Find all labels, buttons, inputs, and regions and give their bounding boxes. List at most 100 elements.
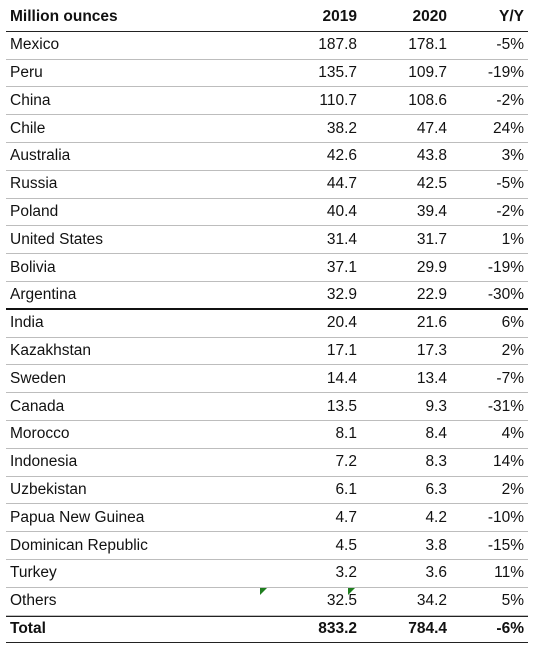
country-cell: Argentina bbox=[10, 285, 77, 303]
yoy-cell: -15% bbox=[487, 536, 524, 554]
yoy-cell: -2% bbox=[496, 91, 524, 109]
country-cell: Kazakhstan bbox=[10, 341, 91, 359]
country-cell: India bbox=[10, 314, 44, 332]
value-2020-cell: 34.2 bbox=[416, 592, 447, 610]
table-row: Indonesia 7.2 8.3 14% bbox=[6, 449, 528, 477]
table-row: Dominican Republic 4.5 3.8 -15% bbox=[6, 532, 528, 560]
country-cell: Mexico bbox=[10, 36, 60, 54]
table-body: Mexico 187.8 178.1 -5% Peru 135.7 109.7 -19% Chi… bbox=[6, 32, 528, 616]
header-2019: 2019 bbox=[322, 8, 357, 26]
header-yoy: Y/Y bbox=[499, 8, 524, 26]
silver-production-table: Million ounces 2019 2020 Y/Y Mexico 187.8… bbox=[6, 4, 528, 644]
country-cell: Uzbekistan bbox=[10, 480, 87, 498]
value-2020-cell: 6.3 bbox=[425, 480, 447, 498]
table-row: Canada 13.5 9.3 -31% bbox=[6, 393, 528, 421]
yoy-cell: -19% bbox=[487, 63, 524, 81]
value-2020-cell: 31.7 bbox=[416, 230, 447, 248]
value-2020-cell: 3.8 bbox=[425, 536, 447, 554]
country-cell: Indonesia bbox=[10, 453, 78, 471]
country-cell: China bbox=[10, 91, 51, 109]
value-2019-cell: 187.8 bbox=[318, 36, 357, 54]
value-2019-cell: 38.2 bbox=[326, 119, 357, 137]
table-row: Bolivia 37.1 29.9 -19% bbox=[6, 254, 528, 282]
value-2019-cell: 6.1 bbox=[335, 480, 357, 498]
value-2019-cell: 17.1 bbox=[326, 341, 357, 359]
country-cell: United States bbox=[10, 230, 104, 248]
header-country: Million ounces bbox=[10, 8, 118, 26]
cell-marker-icon bbox=[260, 587, 267, 595]
total-2020: 784.4 bbox=[408, 620, 447, 638]
value-2019-cell: 20.4 bbox=[326, 314, 357, 332]
country-cell: Dominican Republic bbox=[10, 536, 148, 554]
table-row: Mexico 187.8 178.1 -5% bbox=[6, 32, 528, 60]
country-cell: Bolivia bbox=[10, 258, 56, 276]
value-2019-cell: 4.7 bbox=[335, 508, 357, 526]
table-row: Morocco 8.1 8.4 4% bbox=[6, 421, 528, 449]
country-cell: Canada bbox=[10, 397, 65, 415]
table-row: Sweden 14.4 13.4 -7% bbox=[6, 365, 528, 394]
value-2019-cell: 13.5 bbox=[326, 397, 357, 415]
table-row: Uzbekistan 6.1 6.3 2% bbox=[6, 477, 528, 505]
yoy-cell: 14% bbox=[492, 453, 524, 471]
value-2020-cell: 4.2 bbox=[425, 508, 447, 526]
value-2019-cell: 135.7 bbox=[318, 63, 357, 81]
total-yoy: -6% bbox=[496, 620, 524, 638]
value-2020-cell: 22.9 bbox=[416, 285, 447, 303]
value-2019-cell: 110.7 bbox=[319, 91, 357, 109]
table-row: Chile 38.2 47.4 24% bbox=[6, 115, 528, 143]
country-cell: Russia bbox=[10, 175, 58, 193]
value-2020-cell: 3.6 bbox=[425, 564, 447, 582]
yoy-cell: -7% bbox=[496, 369, 524, 387]
value-2020-cell: 178.1 bbox=[408, 36, 447, 54]
yoy-cell: -19% bbox=[487, 258, 524, 276]
yoy-cell: -31% bbox=[487, 397, 524, 415]
yoy-cell: -30% bbox=[487, 285, 524, 303]
yoy-cell: 2% bbox=[501, 480, 524, 498]
table-row: Russia 44.7 42.5 -5% bbox=[6, 171, 528, 199]
value-2020-cell: 13.4 bbox=[416, 369, 447, 387]
total-label: Total bbox=[10, 620, 46, 638]
value-2019-cell: 31.4 bbox=[326, 230, 357, 248]
header-2020: 2020 bbox=[412, 8, 447, 26]
value-2020-cell: 29.9 bbox=[416, 258, 447, 276]
value-2020-cell: 9.3 bbox=[425, 397, 447, 415]
table-row: India 20.4 21.6 6% bbox=[6, 310, 528, 338]
total-2019: 833.2 bbox=[318, 620, 357, 638]
table-row: Others 32.5 34.2 5% bbox=[6, 587, 528, 616]
value-2019-cell: 3.2 bbox=[335, 564, 357, 582]
yoy-cell: -2% bbox=[496, 202, 524, 220]
value-2020-cell: 109.7 bbox=[408, 63, 447, 81]
value-2020-cell: 42.5 bbox=[416, 175, 447, 193]
yoy-cell: 2% bbox=[501, 341, 524, 359]
yoy-cell: -10% bbox=[487, 508, 524, 526]
value-2020-cell: 17.3 bbox=[416, 341, 447, 359]
value-2019-cell: 40.4 bbox=[326, 202, 357, 220]
country-cell: Others bbox=[10, 592, 57, 610]
country-cell: Australia bbox=[10, 147, 71, 165]
table-row: Turkey 3.2 3.6 11% bbox=[6, 560, 528, 588]
value-2020-cell: 47.4 bbox=[416, 119, 447, 137]
header-row: Million ounces 2019 2020 Y/Y bbox=[6, 4, 528, 32]
value-2019-cell: 4.5 bbox=[335, 536, 357, 554]
country-cell: Morocco bbox=[10, 425, 70, 443]
country-cell: Turkey bbox=[10, 564, 57, 582]
value-2020-cell: 43.8 bbox=[416, 147, 447, 165]
table-row: Australia 42.6 43.8 3% bbox=[6, 143, 528, 171]
value-2020-cell: 8.3 bbox=[425, 453, 447, 471]
table-row: Argentina 32.9 22.9 -30% bbox=[6, 282, 528, 310]
yoy-cell: 11% bbox=[494, 564, 524, 582]
yoy-cell: 1% bbox=[501, 230, 524, 248]
table-row: Peru 135.7 109.7 -19% bbox=[6, 60, 528, 88]
table-row: Papua New Guinea 4.7 4.2 -10% bbox=[6, 504, 528, 533]
cell-marker-icon bbox=[348, 587, 355, 595]
yoy-cell: -5% bbox=[496, 36, 524, 54]
table-row: Kazakhstan 17.1 17.3 2% bbox=[6, 338, 528, 366]
value-2020-cell: 21.6 bbox=[416, 314, 447, 332]
country-cell: Poland bbox=[10, 202, 59, 220]
value-2019-cell: 32.5 bbox=[326, 592, 357, 610]
value-2019-cell: 14.4 bbox=[326, 369, 357, 387]
table-row: Poland 40.4 39.4 -2% bbox=[6, 199, 528, 227]
total-row: Total 833.2 784.4 -6% bbox=[6, 615, 528, 644]
yoy-cell: 5% bbox=[501, 592, 524, 610]
yoy-cell: -5% bbox=[496, 175, 524, 193]
